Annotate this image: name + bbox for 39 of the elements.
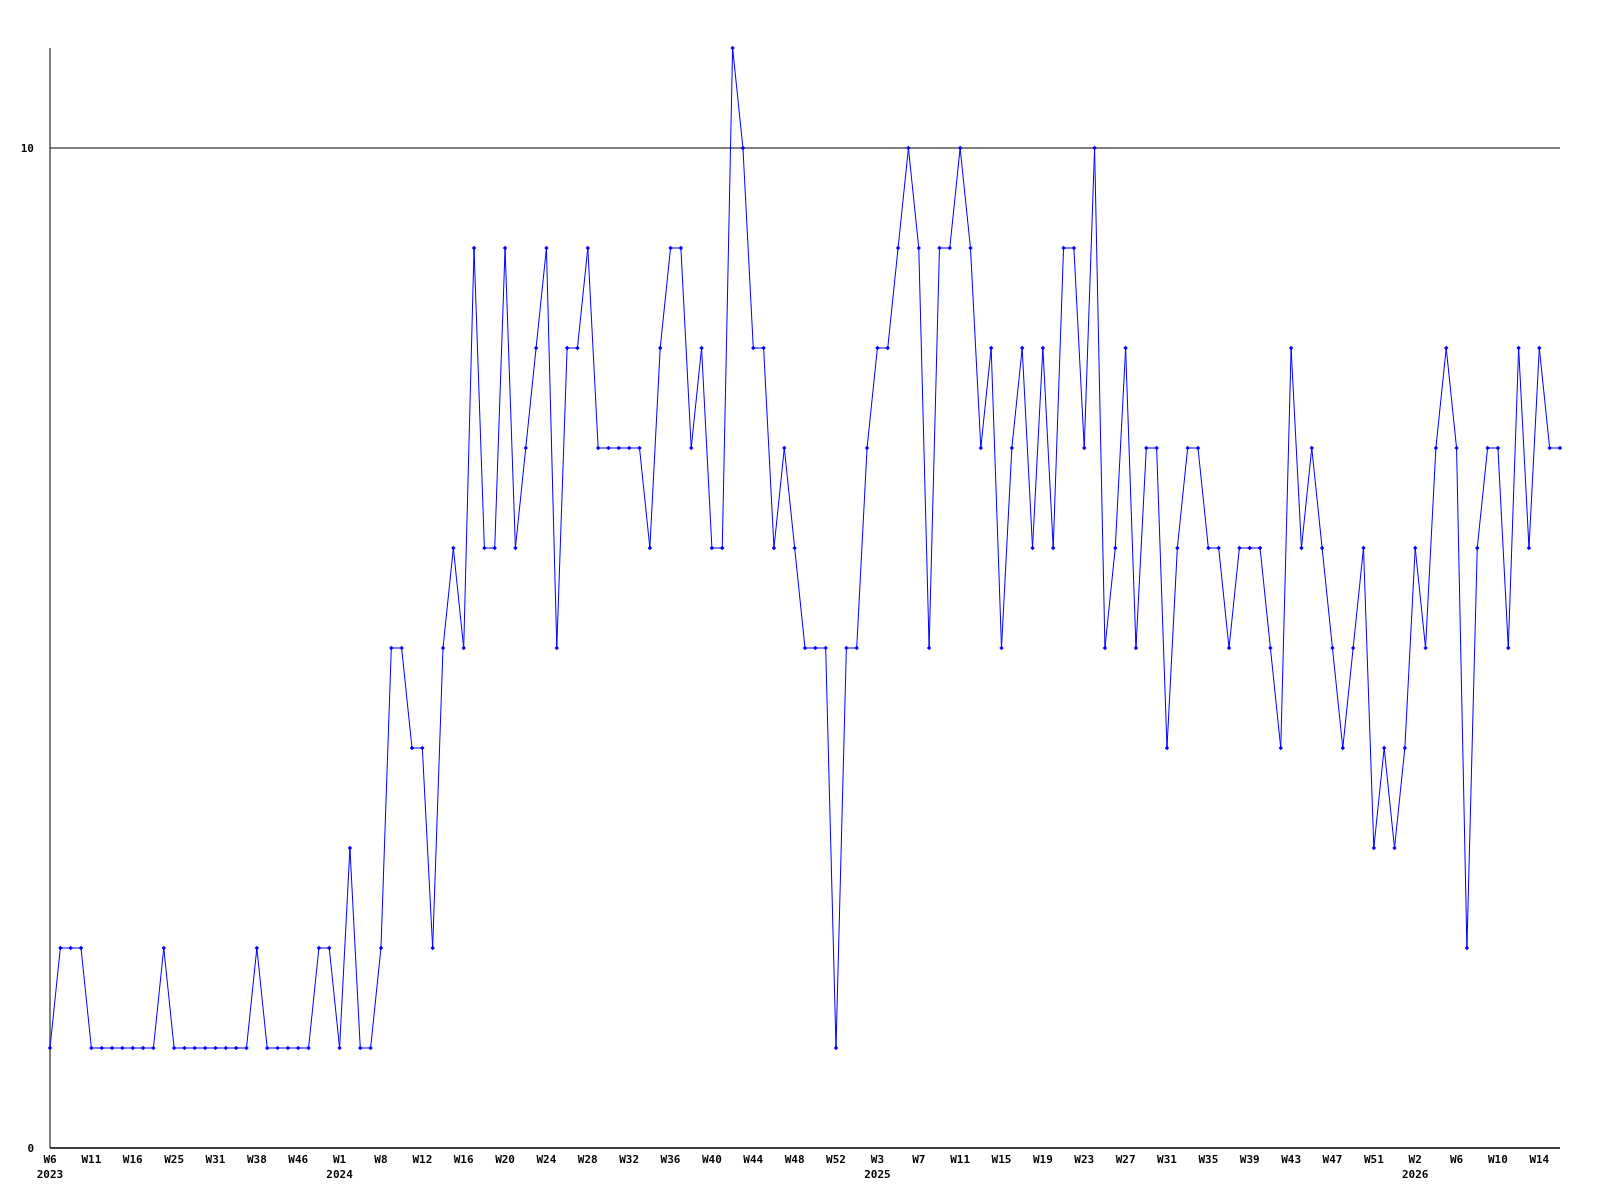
x-tick-label: W44 xyxy=(743,1153,764,1166)
x-tick-label: W6 2023 xyxy=(36,1153,64,1181)
x-tick-label: W20 xyxy=(495,1153,516,1166)
x-tick-label: W16 xyxy=(453,1153,475,1166)
x-tick-label: W36 xyxy=(660,1153,681,1166)
x-tick-label: W46 xyxy=(288,1153,309,1166)
x-tick-label: W35 xyxy=(1198,1153,1219,1166)
x-tick-label: W6 xyxy=(1449,1153,1464,1166)
x-tick-label: W23 xyxy=(1074,1153,1095,1166)
x-tick-label: W3 2025 xyxy=(864,1153,891,1181)
x-tick-label: W28 xyxy=(577,1153,598,1166)
x-tick-label: W15 xyxy=(991,1153,1012,1166)
x-tick-label: W11 xyxy=(950,1153,971,1166)
x-tick-label: W43 xyxy=(1281,1153,1302,1166)
x-tick-label: W1 2024 xyxy=(326,1153,354,1181)
x-tick-label: W31 xyxy=(205,1153,226,1166)
x-tick-label: W12 xyxy=(412,1153,433,1166)
x-tick-label: W47 xyxy=(1322,1153,1343,1166)
x-tick-label: W14 xyxy=(1529,1153,1550,1166)
x-tick-label: W24 xyxy=(536,1153,557,1166)
x-tick-label: W7 xyxy=(912,1153,926,1166)
y-tick-label: 0 xyxy=(27,1141,34,1155)
x-tick-label: W19 xyxy=(1032,1153,1053,1166)
x-tick-label: W39 xyxy=(1239,1153,1260,1166)
x-tick-label: W40 xyxy=(701,1153,722,1166)
x-tick-label: W38 xyxy=(246,1153,267,1166)
x-tick-label: W31 xyxy=(1157,1153,1178,1166)
y-tick-label: 10 xyxy=(20,141,34,155)
x-tick-label: W2 2026 xyxy=(1401,1153,1429,1181)
x-tick-label: W32 xyxy=(619,1153,640,1166)
x-tick-label: W52 xyxy=(826,1153,846,1166)
x-tick-label: W48 xyxy=(784,1153,805,1166)
x-tick-label: W16 xyxy=(122,1153,144,1166)
x-tick-label: W8 xyxy=(374,1153,388,1166)
x-tick-label: W11 xyxy=(81,1153,102,1166)
x-tick-label: W25 xyxy=(164,1153,185,1166)
x-tick-label: W10 xyxy=(1488,1153,1508,1166)
x-tick-label: W51 xyxy=(1363,1153,1385,1166)
x-tick-label: W27 xyxy=(1115,1153,1136,1166)
